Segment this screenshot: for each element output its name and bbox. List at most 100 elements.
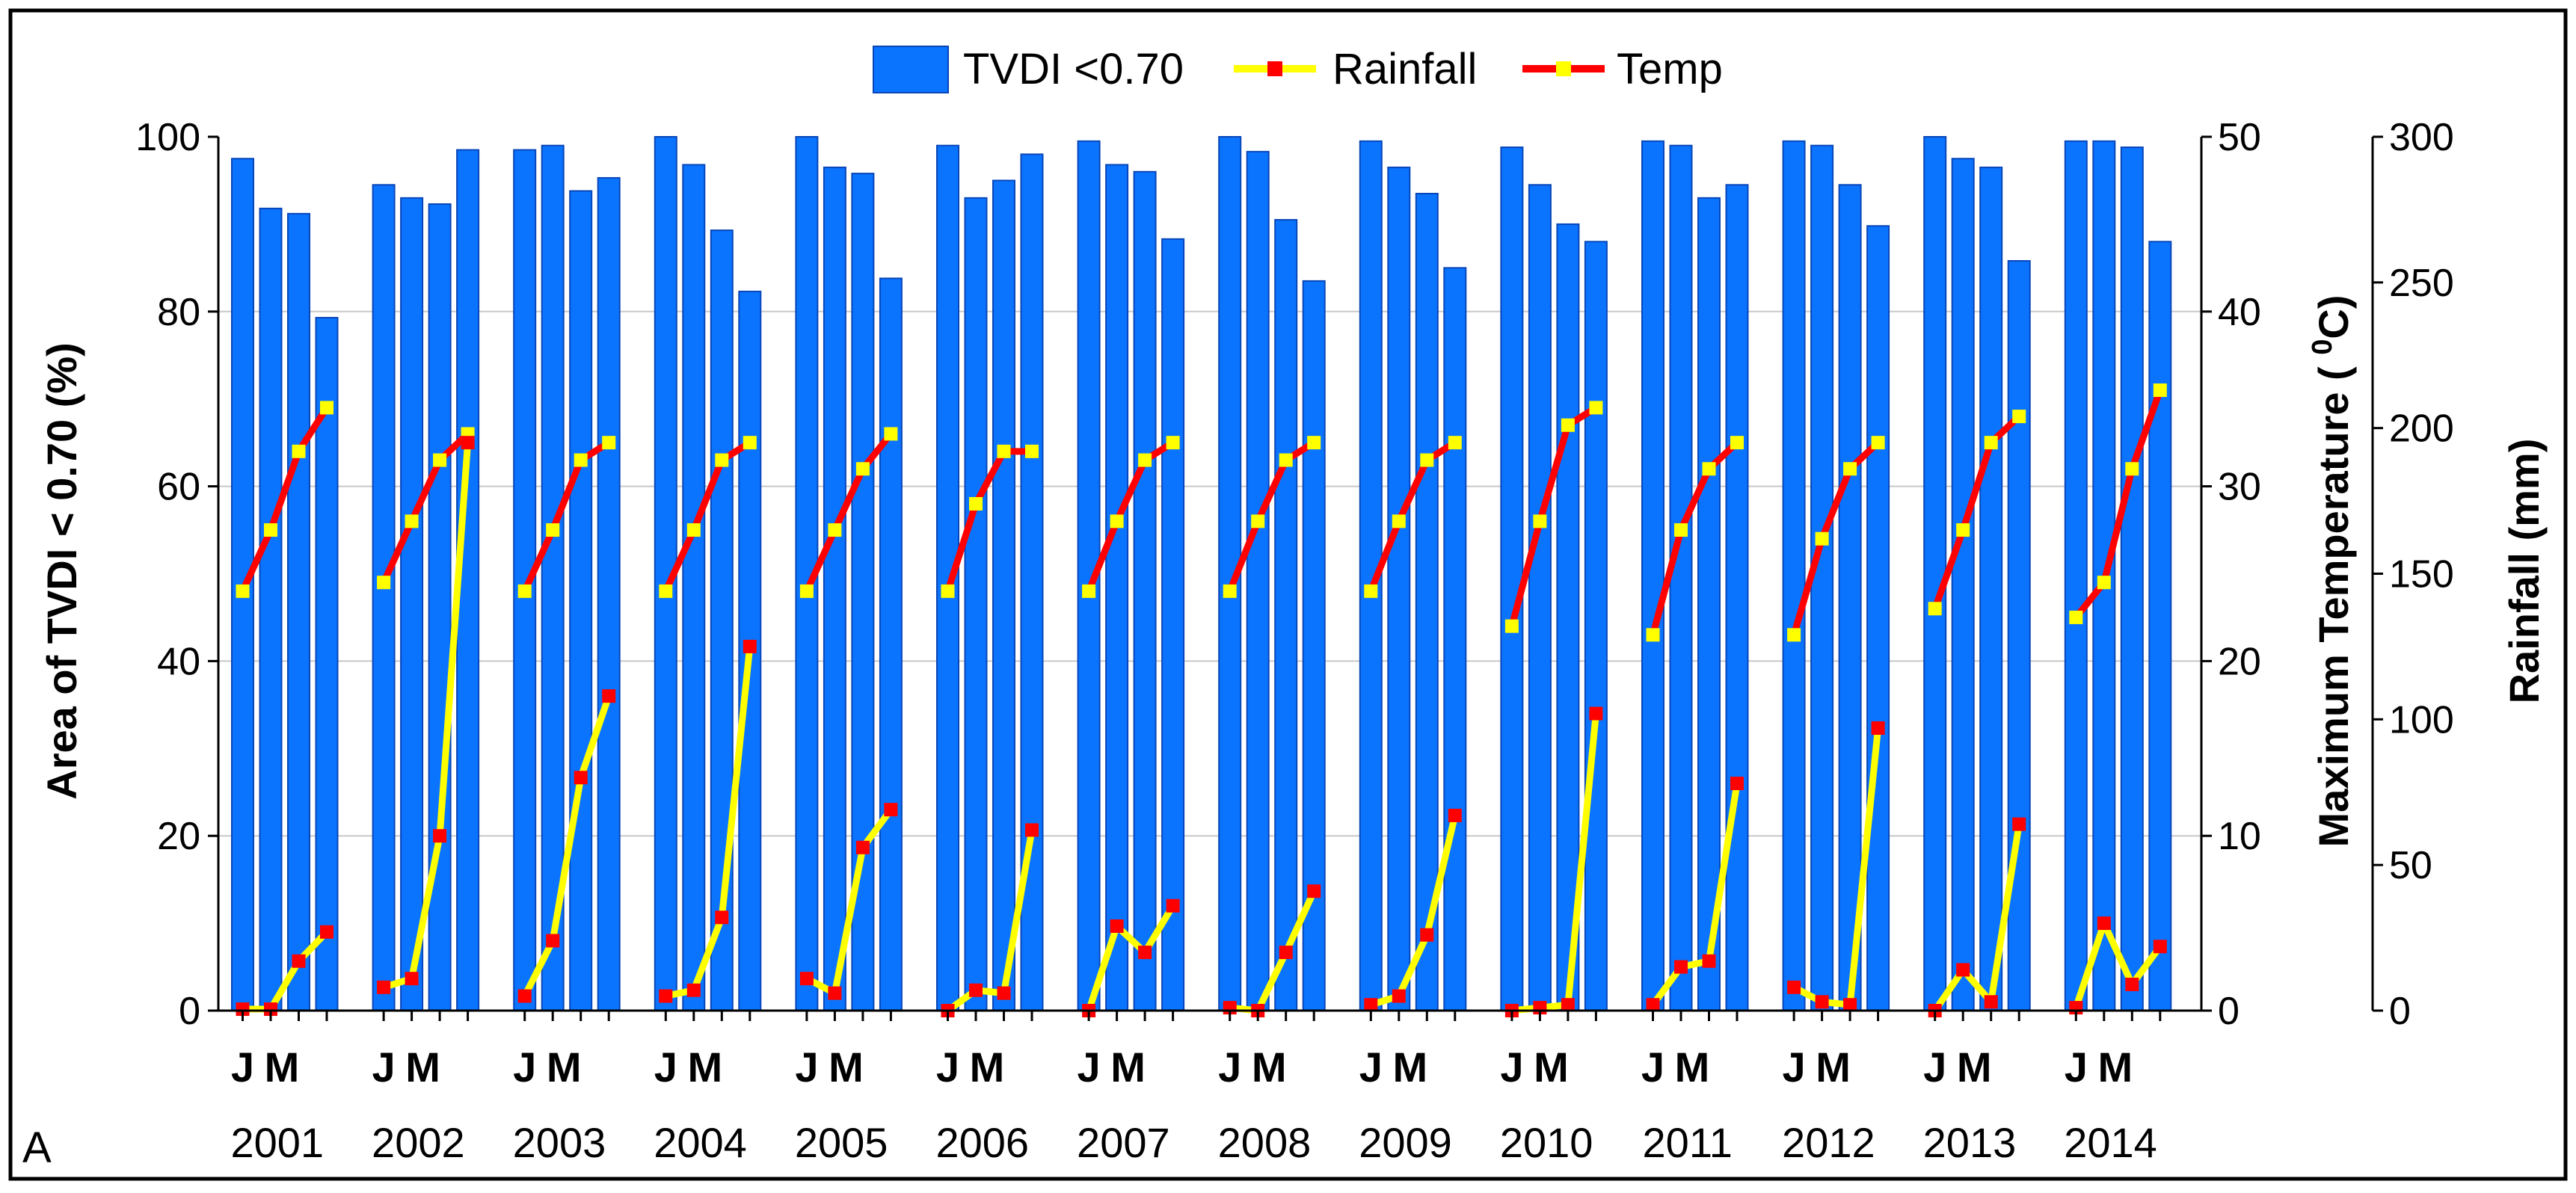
temp-title-sup: 0 — [2307, 339, 2338, 355]
legend-temp-label: Temp — [1617, 45, 1723, 93]
tvdi-bar — [1838, 184, 1862, 1011]
rainfall-marker — [1110, 919, 1124, 933]
tvdi-bar — [1161, 238, 1185, 1012]
temp-title-prefix: Maximum Temperature ( — [2310, 355, 2357, 848]
x-year-label: 2012 — [1782, 1119, 1875, 1166]
x-month-label: M — [1816, 1044, 1851, 1091]
tvdi-bar — [682, 164, 706, 1012]
x-year-label: 2002 — [372, 1119, 465, 1166]
temp-marker — [1871, 436, 1885, 450]
temp-line — [239, 405, 330, 593]
rainfall-line — [1369, 814, 1459, 1008]
tvdi-bar — [1387, 166, 1411, 1011]
x-month-label: J — [1078, 1044, 1101, 1091]
rainfall-marker — [1166, 898, 1180, 913]
tvdi-bar — [1133, 170, 1157, 1011]
temp-line — [1226, 440, 1316, 593]
temp-line — [1508, 404, 1598, 627]
rainfall-marker — [1392, 989, 1406, 1003]
x-year-label: 2007 — [1077, 1119, 1170, 1166]
temp-marker — [264, 523, 277, 537]
temp-marker — [1533, 514, 1547, 528]
rainfall-marker — [1702, 954, 1716, 968]
rainfall-marker — [855, 840, 870, 854]
tvdi-bar — [2064, 140, 2088, 1012]
temp-marker — [1420, 453, 1434, 467]
temp-marker — [855, 462, 870, 476]
tvdi-bar — [2148, 241, 2172, 1011]
y-left-tick-label: 0 — [179, 990, 200, 1033]
x-month-label: M — [1110, 1044, 1146, 1091]
rainfall-line — [665, 646, 754, 999]
temp-line — [521, 440, 611, 593]
tvdi-bar — [1697, 197, 1721, 1012]
tvdi-bar — [569, 190, 593, 1011]
bars-layer — [231, 136, 2172, 1012]
rainfall-marker — [2125, 977, 2139, 991]
x-month-label: M — [1252, 1044, 1287, 1091]
x-year-label: 2005 — [795, 1119, 888, 1166]
rainfall-marker — [236, 1002, 250, 1017]
rainfall-marker — [1025, 823, 1039, 837]
tvdi-bar — [1556, 223, 1580, 1011]
temp-marker — [1787, 628, 1801, 642]
panel-label: A — [22, 1123, 52, 1172]
rainfall-line — [2073, 919, 2163, 1009]
rainfall-marker — [715, 910, 729, 925]
x-month-label: J — [1641, 1044, 1664, 1091]
temp-marker — [1702, 462, 1716, 476]
temp-marker — [2125, 462, 2139, 476]
temp-marker — [1392, 514, 1406, 528]
rainfall-line — [521, 694, 612, 998]
temp-marker — [969, 496, 983, 511]
x-month-label: J — [1783, 1044, 1806, 1091]
y-left-tick-label: 40 — [157, 640, 200, 683]
temp-marker — [799, 584, 814, 598]
rainfall-line — [1511, 713, 1599, 1014]
temp-marker — [546, 523, 560, 537]
temp-line — [1650, 440, 1740, 636]
x-month-label: M — [1534, 1044, 1569, 1091]
x-month-label: J — [372, 1044, 396, 1091]
temp-marker — [320, 401, 333, 415]
rainfall-marker — [1561, 998, 1575, 1012]
temp-marker — [2012, 410, 2026, 424]
rainfall-line — [1085, 904, 1176, 1012]
legend-temp-marker — [1556, 61, 1571, 76]
lines-layer — [236, 383, 2167, 1017]
temp-marker — [1223, 584, 1237, 598]
temp-marker — [1843, 462, 1857, 476]
rainfall-marker — [602, 689, 616, 703]
temp-marker — [1730, 436, 1744, 450]
rainfall-marker — [1956, 963, 1970, 977]
rainfall-marker — [1815, 995, 1829, 1009]
temp-marker — [1307, 436, 1321, 450]
x-month-label: M — [1957, 1044, 1992, 1091]
tvdi-bar — [1500, 147, 1524, 1012]
temp-line — [803, 431, 894, 593]
x-year-label: 2008 — [1218, 1119, 1312, 1166]
rainfall-marker — [1138, 946, 1152, 960]
tvdi-bar — [1105, 164, 1129, 1012]
x-month-label: J — [1359, 1044, 1383, 1091]
temp-marker — [1646, 628, 1660, 642]
tvdi-bar — [1725, 184, 1749, 1011]
temp-line — [1085, 440, 1175, 593]
temp-marker — [1815, 531, 1829, 546]
rainfall-marker — [405, 972, 419, 986]
y-temp-tick-label: 0 — [2218, 990, 2240, 1033]
legend: TVDI <0.70 Rainfall Temp — [873, 45, 1723, 93]
y-temp-tick-label: 10 — [2218, 815, 2261, 858]
rainfall-marker — [2153, 940, 2167, 954]
y-temp-tick-label: 20 — [2218, 640, 2261, 683]
temp-title-unit: C) — [2310, 295, 2357, 339]
temp-marker — [1984, 436, 1998, 450]
x-month-label: M — [265, 1044, 300, 1091]
temp-marker — [1110, 514, 1124, 528]
temp-marker — [1138, 453, 1152, 467]
rainfall-marker — [997, 986, 1011, 1000]
rainfall-marker — [799, 972, 814, 986]
rainfall-line — [1792, 727, 1882, 1008]
